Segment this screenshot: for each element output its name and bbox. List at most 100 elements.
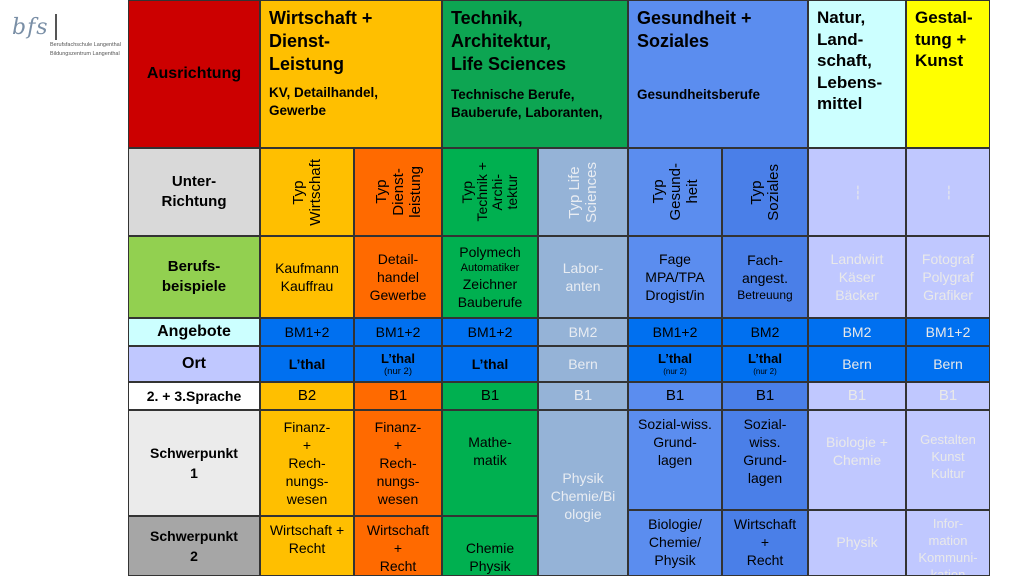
angebote-cell-3: BM1+2 xyxy=(442,318,538,346)
sp2-cell-5: Biologie/ Chemie/ Physik xyxy=(628,510,722,576)
row-label-schwerpunkt-2: Schwerpunkt 2 xyxy=(128,516,260,576)
sp1-cell-3: Mathe- matik xyxy=(442,410,538,516)
berufs-text-1: Kaufmann Kauffrau xyxy=(275,260,339,294)
logo-wordmark: bfs xyxy=(12,15,49,40)
ort-note-6: (nur 2) xyxy=(753,366,777,376)
sp2-text-1: Wirtschaft + Recht xyxy=(269,522,345,556)
berufs-cell-7: Landwirt Käser Bäcker xyxy=(808,236,906,318)
berufs-cell-3: Polymech Automatiker Zeichner Bauberufe xyxy=(442,236,538,318)
angebote-cell-5: BM1+2 xyxy=(628,318,722,346)
sprache-text-6: B1 xyxy=(755,387,775,404)
sprache-text-5: B1 xyxy=(665,387,685,404)
header-gesundheit-sub: Gesundheitsberufe xyxy=(637,87,761,102)
unter-text-1: Typ Wirtschaft xyxy=(290,158,324,226)
header-natur: Natur, Land- schaft, Lebens- mittel xyxy=(808,0,906,148)
unter-cell-4: Typ Life Sciences xyxy=(538,148,628,236)
row-label-sprache: 2. + 3.Sprache xyxy=(128,382,260,410)
sprache-cell-1: B2 xyxy=(260,382,354,410)
angebote-text-1: BM1+2 xyxy=(284,324,330,340)
header-natur-title: Natur, Land- schaft, Lebens- mittel xyxy=(817,8,883,113)
header-ausrichtung-label: Ausrichtung xyxy=(146,65,242,82)
row-label-berufsbeispiele: Berufs- beispiele xyxy=(128,236,260,318)
berufs-text-6a: Fach- angest. xyxy=(742,252,788,286)
berufs-cell-4: Labor- anten xyxy=(538,236,628,318)
sp1-text-8: Gestalten Kunst Kultur xyxy=(920,432,976,481)
sp1-cell-5: Sozial-wiss. Grund- lagen xyxy=(628,410,722,510)
unter-cell-2: Typ Dienst- leistung xyxy=(354,148,442,236)
unter-text-2: Typ Dienst- leistung xyxy=(372,166,424,218)
berufs-text-8: Fotograf Polygraf Grafiker xyxy=(921,251,975,303)
ort-note-2: (nur 2) xyxy=(384,365,412,377)
sp1-cell-1: Finanz- + Rech- nungs- wesen xyxy=(260,410,354,516)
unter-text-5: Typ Gesund- heit xyxy=(649,163,701,221)
ort-text-7: Bern xyxy=(842,356,872,372)
sprache-text-4: B1 xyxy=(573,387,593,404)
sp2-text-3: Chemie Physik xyxy=(465,540,515,574)
sp2-cell-3: Chemie Physik xyxy=(442,516,538,576)
header-technik-title: Technik, Architektur, Life Sciences xyxy=(451,8,567,74)
berufs-text-2: Detail- handel Gewerbe xyxy=(369,251,427,303)
ort-cell-2: L’thal (nur 2) xyxy=(354,346,442,382)
ort-text-6: L’thal xyxy=(748,350,782,366)
angebote-text-5: BM1+2 xyxy=(652,324,698,340)
ort-text-2: L’thal xyxy=(381,350,415,366)
angebote-text-4: BM2 xyxy=(568,324,598,340)
sprache-text-1: B2 xyxy=(297,387,317,404)
sp2-cell-8: Infor- mation Kommuni- kation xyxy=(906,510,990,576)
unter-cell-6: Typ Soziales xyxy=(722,148,808,236)
angebote-text-3: BM1+2 xyxy=(467,324,513,340)
sp1-cell-2: Finanz- + Rech- nungs- wesen xyxy=(354,410,442,516)
angebote-cell-6: BM2 xyxy=(722,318,808,346)
row-label-unter-richtung-text: Unter- Richtung xyxy=(161,173,227,210)
sp2-text-5: Biologie/ Chemie/ Physik xyxy=(648,516,702,568)
unter-text-8: --- xyxy=(939,184,957,200)
sprache-cell-7: B1 xyxy=(808,382,906,410)
sprache-text-2: B1 xyxy=(388,387,408,404)
ort-cell-8: Bern xyxy=(906,346,990,382)
angebote-cell-2: BM1+2 xyxy=(354,318,442,346)
header-technik: Technik, Architektur, Life Sciences Tech… xyxy=(442,0,628,148)
unter-text-7: --- xyxy=(848,184,866,200)
unter-cell-5: Typ Gesund- heit xyxy=(628,148,722,236)
sp1-text-6: Sozial- wiss. Grund- lagen xyxy=(743,416,787,486)
row-label-ort-text: Ort xyxy=(182,355,206,372)
angebote-text-8: BM1+2 xyxy=(925,324,971,340)
sprache-text-7: B1 xyxy=(847,387,867,404)
logo-divider xyxy=(54,14,57,40)
berufs-cell-6: Fach- angest. Betreuung xyxy=(722,236,808,318)
row-label-schwerpunkt-1: Schwerpunkt 1 xyxy=(128,410,260,516)
angebote-cell-4: BM2 xyxy=(538,318,628,346)
sp2-text-7: Physik xyxy=(836,534,878,550)
ort-cell-4: Bern xyxy=(538,346,628,382)
berufs-text-3b: Automatiker xyxy=(460,262,520,274)
ort-text-4: Bern xyxy=(568,356,598,372)
angebote-cell-7: BM2 xyxy=(808,318,906,346)
header-wirtschaft-title: Wirtschaft + Dienst- Leistung xyxy=(269,8,373,74)
sprache-text-3: B1 xyxy=(480,387,500,404)
sp1-cell-8: Gestalten Kunst Kultur xyxy=(906,410,990,510)
header-gestaltung: Gestal- tung + Kunst xyxy=(906,0,990,148)
row-label-angebote: Angebote xyxy=(128,318,260,346)
row-label-ort: Ort xyxy=(128,346,260,382)
sprache-cell-2: B1 xyxy=(354,382,442,410)
angebote-text-7: BM2 xyxy=(842,324,872,340)
unter-cell-7: --- xyxy=(808,148,906,236)
unter-text-3: Typ Technik + Archi- tektur xyxy=(459,162,520,222)
sprache-cell-3: B1 xyxy=(442,382,538,410)
berufs-cell-8: Fotograf Polygraf Grafiker xyxy=(906,236,990,318)
sprache-text-8: B1 xyxy=(938,387,958,404)
sprache-cell-5: B1 xyxy=(628,382,722,410)
unter-text-6: Typ Soziales xyxy=(748,163,782,221)
row-label-sprache-text: 2. + 3.Sprache xyxy=(146,388,242,404)
sp2-text-2: Wirtschaft + Recht xyxy=(366,522,430,574)
berufs-text-7: Landwirt Käser Bäcker xyxy=(830,251,884,303)
berufs-cell-1: Kaufmann Kauffrau xyxy=(260,236,354,318)
ort-text-8: Bern xyxy=(933,356,963,372)
sp2-cell-7: Physik xyxy=(808,510,906,576)
header-wirtschaft-sub: KV, Detailhandel, Gewerbe xyxy=(269,85,379,118)
berufs-cell-5: Fage MPA/TPA Drogist/in xyxy=(628,236,722,318)
berufs-text-3a: Polymech xyxy=(459,244,521,260)
ort-cell-3: L’thal xyxy=(442,346,538,382)
ort-note-5: (nur 2) xyxy=(663,366,687,376)
header-gesundheit: Gesundheit + Soziales Gesundheitsberufe xyxy=(628,0,808,148)
